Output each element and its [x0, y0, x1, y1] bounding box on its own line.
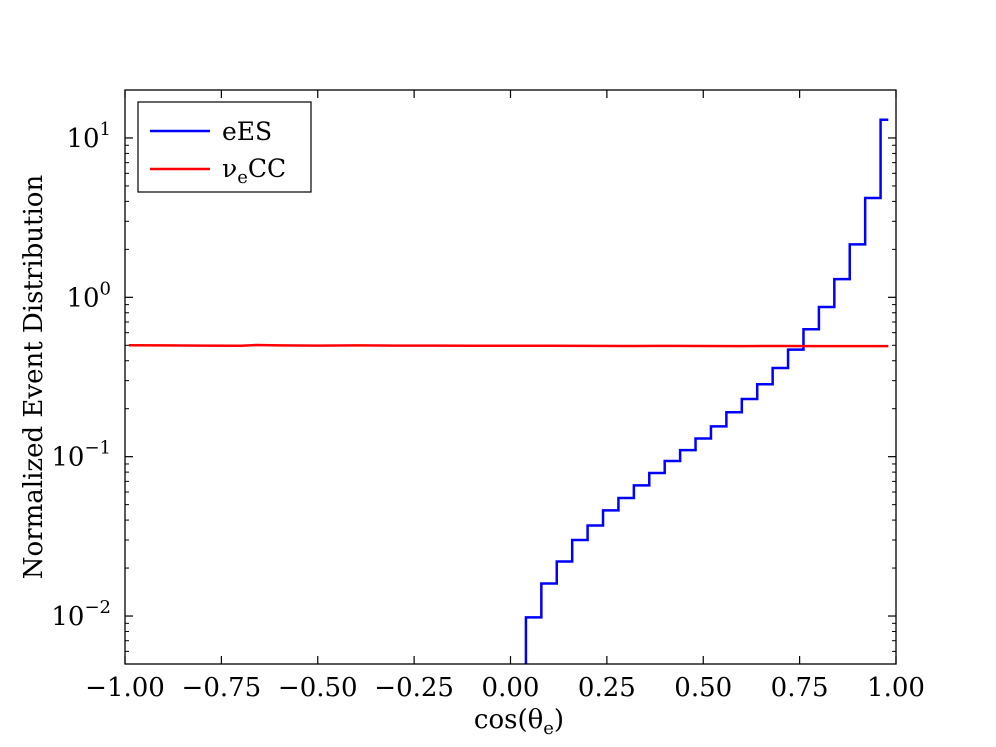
y-axis: 101 100 10−1 10−2: [51, 89, 896, 665]
y-tick-label: 10−1: [51, 438, 111, 473]
x-tick-label: 0.00: [482, 673, 540, 703]
x-axis-title: cos(θe): [474, 705, 564, 739]
x-tick-label: −0.50: [278, 673, 358, 703]
series-ees-line: [524, 118, 889, 664]
series-nuecc-line: [128, 343, 889, 348]
x-tick-label: −0.25: [374, 673, 454, 703]
legend: eES νeCC: [137, 101, 312, 193]
x-tick-label: 0.75: [771, 673, 829, 703]
x-tick-label: −0.75: [182, 673, 262, 703]
y-tick-label: 100: [66, 278, 111, 313]
y-tick-label: 10−2: [51, 597, 111, 632]
legend-box: [137, 101, 312, 193]
legend-label-nuecc: νeCC: [222, 154, 286, 188]
y-tick-label: 101: [66, 119, 111, 154]
legend-label-nuecc-subscript: e: [237, 167, 248, 188]
x-tick-label: 0.50: [674, 673, 732, 703]
y-axis-title: Normalized Event Distribution: [19, 175, 49, 580]
x-axis: −1.00 −0.75 −0.50 −0.25 0.00 0.25 0.50 0.75 1.00: [85, 90, 925, 703]
x-tick-label: 0.25: [578, 673, 636, 703]
x-axis-title-subscript: e: [543, 718, 554, 739]
legend-label-ees: eES: [222, 117, 272, 146]
x-tick-label: −1.00: [85, 673, 165, 703]
x-tick-label: 1.00: [867, 673, 925, 703]
series-layer: [128, 118, 889, 664]
